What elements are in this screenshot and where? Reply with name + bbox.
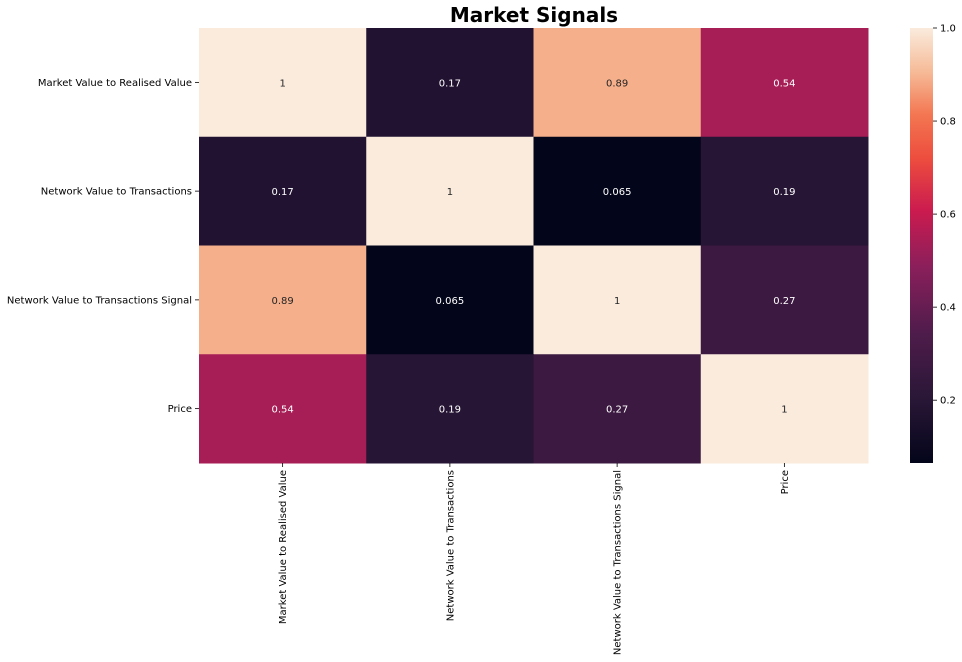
- heatmap-cell: [700, 354, 869, 464]
- cell-value-label: 1: [781, 405, 787, 416]
- column-tick-label: Market Value to Realised Value: [278, 470, 289, 624]
- cell-value-label: 1: [279, 78, 285, 89]
- row-tick-labels: Market Value to Realised Value Network Va…: [7, 78, 199, 415]
- heatmap-cell: [533, 28, 702, 138]
- heatmap-cell: [700, 136, 869, 246]
- colorbar-tick-label: 0.2: [940, 396, 956, 407]
- cell-value-label: 0.89: [271, 296, 293, 307]
- heatmap-cell: [199, 28, 367, 138]
- cell-value-label: 0.54: [271, 405, 293, 416]
- row-tick-label: Network Value to Transactions: [41, 187, 192, 198]
- cell-value-label: 0.065: [603, 187, 632, 198]
- colorbar-tick-label: 0.6: [940, 210, 956, 221]
- colorbar: [910, 28, 933, 463]
- heatmap-cell: [366, 28, 534, 138]
- heatmap-cell: [366, 354, 534, 464]
- heatmap-cell: [533, 354, 702, 464]
- row-tick-label: Market Value to Realised Value: [38, 78, 192, 89]
- column-tick-label: Network Value to Transactions: [445, 470, 456, 621]
- cell-value-label: 0.27: [773, 296, 795, 307]
- cell-value-label: 0.17: [271, 187, 293, 198]
- row-tick-label: Price: [168, 404, 192, 415]
- cell-value-label: 0.89: [606, 78, 628, 89]
- chart-title: Market Signals: [450, 3, 618, 27]
- cell-value-label: 0.54: [773, 78, 795, 89]
- heatmap-cell: [533, 245, 702, 355]
- cell-value-label: 0.17: [439, 78, 461, 89]
- heatmap-cell: [700, 28, 869, 138]
- heatmap-cell: [533, 136, 702, 246]
- colorbar-gradient: [910, 28, 933, 463]
- heatmap-cell: [199, 245, 367, 355]
- heatmap-cells: 1 0.17 0.89 0.54 0.17 1 0.065 0.19 0.89 0.065 1 0.2…: [199, 28, 869, 464]
- column-tick-labels: Market Value to Realised Value Network Va…: [278, 463, 791, 655]
- cell-value-label: 1: [447, 187, 453, 198]
- colorbar-tick-label: 0.8: [940, 117, 956, 128]
- colorbar-tick-label: 0.4: [940, 303, 956, 314]
- heatmap-cell: [700, 245, 869, 355]
- cell-value-label: 0.19: [439, 405, 461, 416]
- colorbar-tick-label: 1.0: [940, 24, 956, 35]
- heatmap-cell: [199, 136, 367, 246]
- colorbar-tick-labels: 0.2 0.4 0.6 0.8 1.0: [933, 24, 956, 407]
- cell-value-label: 0.27: [606, 405, 628, 416]
- column-tick-label: Network Value to Transactions Signal: [613, 470, 624, 655]
- row-tick-label: Network Value to Transactions Signal: [7, 295, 192, 306]
- cell-value-label: 1: [614, 296, 620, 307]
- heatmap-cell: [366, 245, 534, 355]
- heatmap-cell: [199, 354, 367, 464]
- cell-value-label: 0.19: [773, 187, 795, 198]
- column-tick-label: Price: [780, 470, 791, 494]
- heatmap-cell: [366, 136, 534, 246]
- cell-value-label: 0.065: [436, 296, 465, 307]
